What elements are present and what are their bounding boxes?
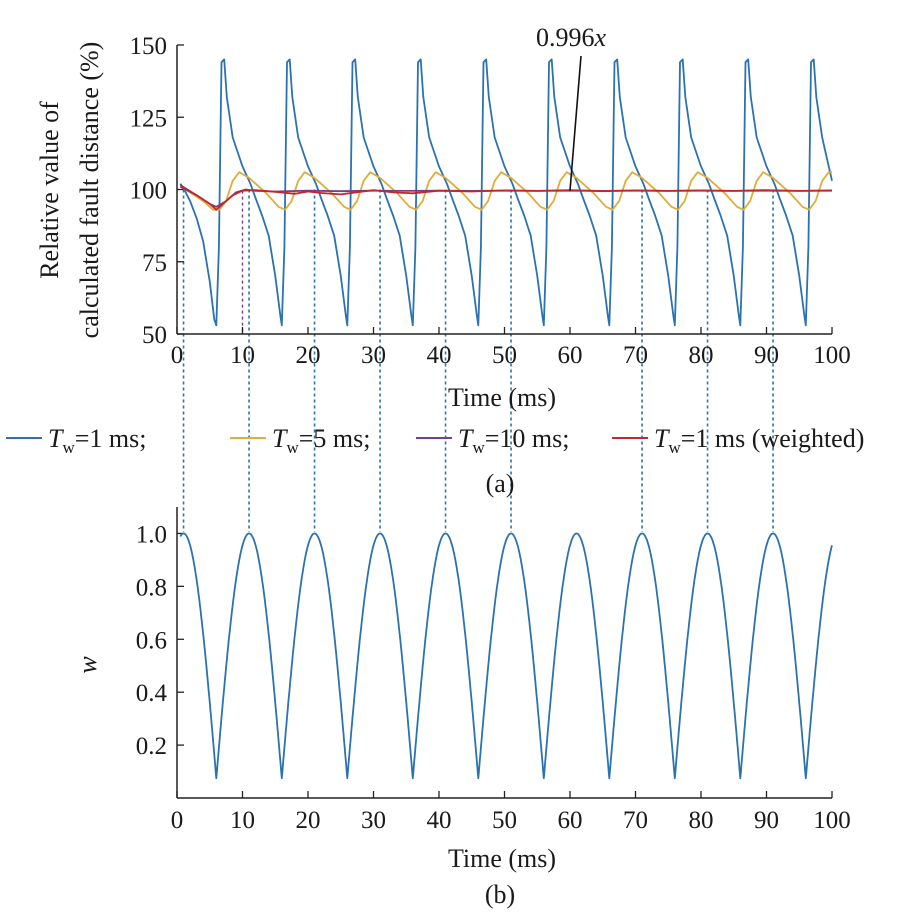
a-x-tick-label: 40 bbox=[427, 342, 452, 369]
b-x-tick-label: 60 bbox=[558, 807, 583, 834]
legend-label: Tw=5 ms; bbox=[272, 424, 370, 457]
a-x-tick-label: 10 bbox=[230, 342, 255, 369]
b-x-tick-label: 70 bbox=[623, 807, 648, 834]
legend-label-main: T bbox=[654, 424, 670, 453]
b-y-label: w bbox=[73, 656, 102, 674]
a-x-tick-label: 100 bbox=[813, 342, 851, 369]
a-x-tick-label: 60 bbox=[558, 342, 583, 369]
legend-label: Tw=1 ms (weighted) bbox=[654, 424, 864, 457]
b-x-tick-label: 80 bbox=[689, 807, 714, 834]
legend-label-main: T bbox=[272, 424, 288, 453]
a-y-label-line1: Relative value of bbox=[35, 101, 64, 279]
b-y-tick-label: 0.2 bbox=[136, 733, 167, 760]
a-y-tick-label: 100 bbox=[130, 178, 168, 205]
b-x-tick-label: 0 bbox=[171, 807, 184, 834]
b-x-tick-label: 90 bbox=[754, 807, 779, 834]
b-x-tick-label: 20 bbox=[296, 807, 321, 834]
a-x-tick-label: 30 bbox=[361, 342, 386, 369]
panel-b-label: (b) bbox=[485, 880, 515, 909]
legend-label-main: T bbox=[458, 424, 474, 453]
panel-a-label: (a) bbox=[486, 469, 515, 498]
b-x-tick-label: 40 bbox=[427, 807, 452, 834]
a-x-tick-label: 20 bbox=[296, 342, 321, 369]
legend-label-rest: =10 ms; bbox=[485, 424, 570, 453]
legend-label-main: T bbox=[48, 424, 64, 453]
b-x-tick-label: 10 bbox=[230, 807, 255, 834]
legend-label-sub: w bbox=[668, 438, 681, 457]
a-x-tick-label: 80 bbox=[689, 342, 714, 369]
b-x-label: Time (ms) bbox=[448, 844, 556, 873]
legend-label-sub: w bbox=[62, 438, 75, 457]
b-y-tick-label: 0.6 bbox=[136, 627, 167, 654]
b-x-tick-label: 30 bbox=[361, 807, 386, 834]
a-series-line-1 bbox=[179, 171, 832, 211]
legend-label-sub: w bbox=[286, 438, 299, 457]
a-x-tick-label: 70 bbox=[623, 342, 648, 369]
legend-item: Tw=10 ms; bbox=[416, 424, 569, 457]
legend-label-rest: =1 ms (weighted) bbox=[681, 424, 865, 453]
legend-label-rest: =5 ms; bbox=[299, 424, 371, 453]
legend-item: Tw=1 ms; bbox=[6, 424, 146, 457]
b-x-tick-label: 100 bbox=[813, 807, 851, 834]
legend-label: Tw=10 ms; bbox=[458, 424, 569, 457]
a-y-tick-label: 75 bbox=[142, 250, 167, 277]
annotation-value: 0.996 bbox=[536, 23, 595, 52]
annotation-label: 0.996x bbox=[536, 23, 607, 52]
annotation-leader bbox=[569, 55, 582, 191]
legend-label-sub: w bbox=[472, 438, 485, 457]
a-y-tick-label: 50 bbox=[142, 322, 167, 349]
legend-label: Tw=1 ms; bbox=[48, 424, 146, 457]
b-y-tick-label: 1.0 bbox=[136, 521, 167, 548]
b-y-tick-label: 0.8 bbox=[136, 574, 167, 601]
a-x-tick-label: 50 bbox=[492, 342, 517, 369]
legend-label-rest: =1 ms; bbox=[75, 424, 147, 453]
b-y-tick-label: 0.4 bbox=[136, 680, 168, 707]
a-y-tick-label: 125 bbox=[130, 105, 168, 132]
legend-item: Tw=1 ms (weighted) bbox=[612, 424, 864, 457]
a-x-label: Time (ms) bbox=[448, 383, 556, 412]
a-x-tick-label: 90 bbox=[754, 342, 779, 369]
annotation-var: x bbox=[594, 23, 607, 52]
a-series-line-0 bbox=[179, 58, 833, 327]
a-y-tick-label: 150 bbox=[130, 33, 168, 60]
a-x-tick-label: 0 bbox=[171, 342, 184, 369]
legend-item: Tw=5 ms; bbox=[230, 424, 370, 457]
b-series-line bbox=[179, 532, 833, 780]
a-y-label-line2: calculated fault distance (%) bbox=[75, 42, 104, 339]
a-series-line-3 bbox=[179, 184, 833, 211]
b-x-tick-label: 50 bbox=[492, 807, 517, 834]
